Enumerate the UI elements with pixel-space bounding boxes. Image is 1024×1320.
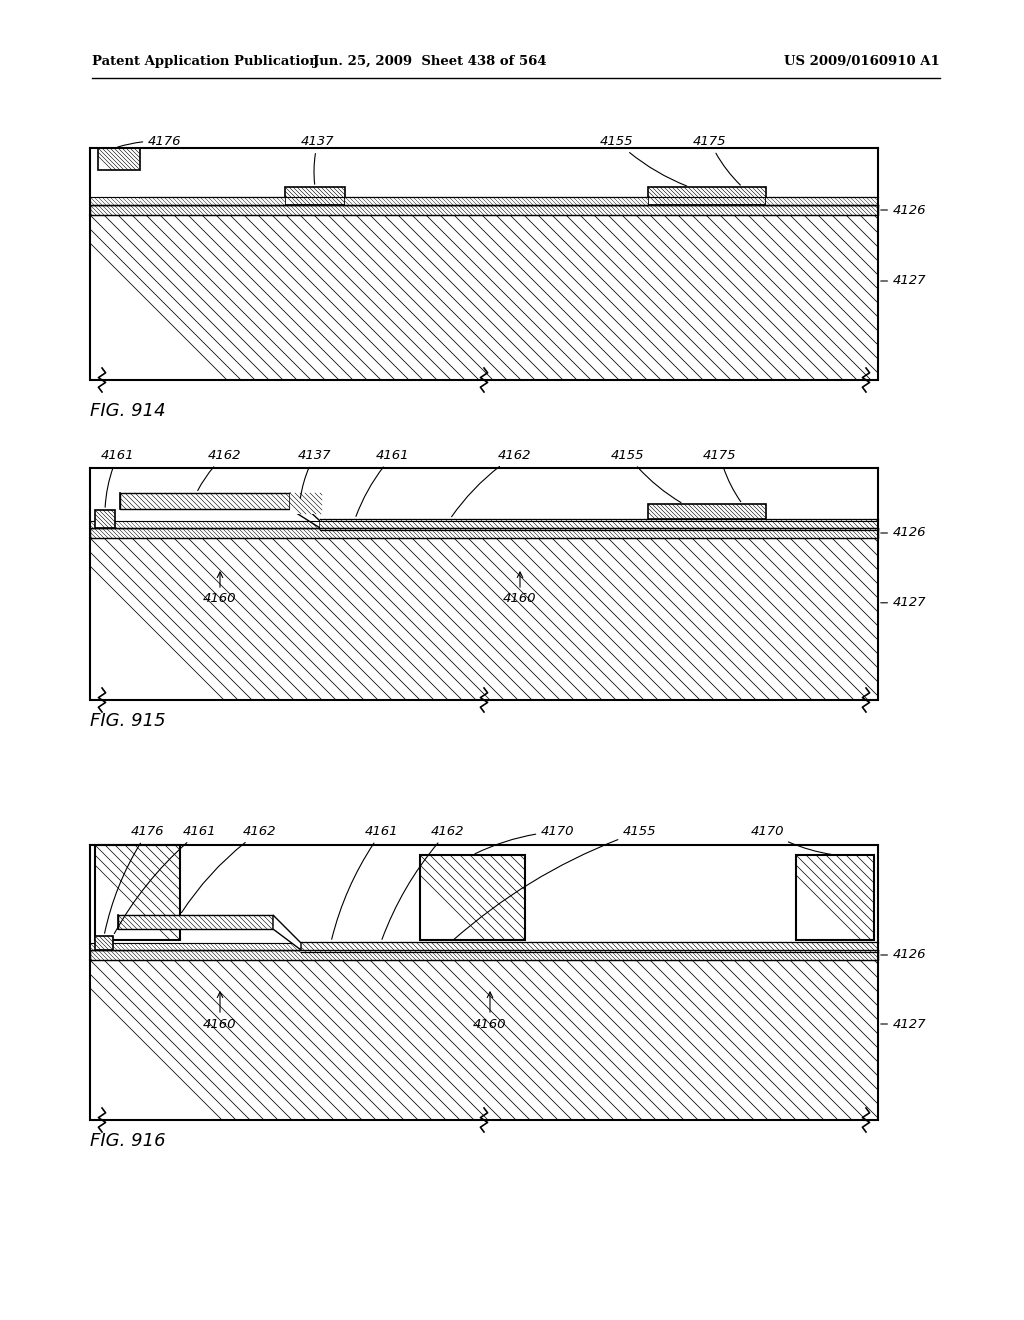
Text: 4170: 4170 bbox=[752, 825, 833, 854]
Bar bbox=[648, 187, 766, 205]
Bar bbox=[140, 197, 285, 205]
Bar bbox=[285, 187, 345, 205]
Bar bbox=[120, 492, 290, 510]
Text: 4127: 4127 bbox=[881, 275, 927, 288]
Text: FIG. 914: FIG. 914 bbox=[90, 403, 166, 420]
Bar bbox=[290, 492, 322, 513]
Text: 4137: 4137 bbox=[298, 449, 332, 498]
Text: 4162: 4162 bbox=[198, 449, 242, 491]
Bar bbox=[766, 197, 878, 205]
Bar bbox=[98, 148, 140, 170]
Bar bbox=[301, 942, 878, 952]
Text: 4126: 4126 bbox=[881, 527, 927, 540]
Bar bbox=[345, 197, 648, 205]
Bar bbox=[90, 215, 878, 380]
Bar bbox=[140, 197, 285, 205]
Bar bbox=[90, 539, 878, 700]
Text: 4162: 4162 bbox=[382, 825, 465, 940]
Bar bbox=[90, 960, 878, 1119]
Bar bbox=[648, 504, 766, 519]
Text: 4127: 4127 bbox=[881, 597, 927, 610]
Text: 4161: 4161 bbox=[115, 825, 217, 933]
Bar bbox=[95, 936, 113, 950]
Bar bbox=[95, 845, 180, 940]
Text: 4162: 4162 bbox=[452, 449, 531, 516]
Bar bbox=[90, 205, 878, 215]
Text: 4127: 4127 bbox=[881, 1018, 927, 1031]
Bar bbox=[420, 855, 525, 940]
Text: 4137: 4137 bbox=[301, 135, 335, 185]
Text: 4161: 4161 bbox=[332, 825, 398, 940]
Text: 4155: 4155 bbox=[453, 825, 656, 940]
Bar bbox=[118, 915, 273, 929]
Polygon shape bbox=[290, 492, 319, 528]
Text: 4160: 4160 bbox=[503, 591, 537, 605]
Bar bbox=[90, 521, 878, 528]
Bar bbox=[319, 519, 878, 531]
Text: 4161: 4161 bbox=[356, 449, 410, 516]
Text: 4126: 4126 bbox=[881, 203, 927, 216]
Text: 4162: 4162 bbox=[181, 825, 276, 912]
Text: 4160: 4160 bbox=[473, 1019, 507, 1031]
Text: 4176: 4176 bbox=[118, 135, 181, 148]
Bar bbox=[90, 528, 878, 539]
Text: 4155: 4155 bbox=[611, 449, 681, 503]
Polygon shape bbox=[273, 915, 301, 950]
Text: 4161: 4161 bbox=[101, 449, 135, 507]
Text: 4175: 4175 bbox=[703, 449, 740, 502]
Bar bbox=[90, 950, 878, 960]
Bar bbox=[345, 197, 648, 205]
Bar bbox=[90, 942, 878, 950]
Text: FIG. 916: FIG. 916 bbox=[90, 1133, 166, 1150]
Text: 4175: 4175 bbox=[693, 135, 740, 185]
Text: Jun. 25, 2009  Sheet 438 of 564: Jun. 25, 2009 Sheet 438 of 564 bbox=[313, 55, 547, 69]
Bar bbox=[95, 510, 115, 528]
Text: FIG. 915: FIG. 915 bbox=[90, 711, 166, 730]
Bar bbox=[766, 197, 878, 205]
Text: 4170: 4170 bbox=[475, 825, 574, 854]
Text: 4160: 4160 bbox=[203, 591, 237, 605]
Text: 4176: 4176 bbox=[104, 825, 165, 933]
Text: 4126: 4126 bbox=[881, 949, 927, 961]
Bar bbox=[796, 855, 874, 940]
Text: 4160: 4160 bbox=[203, 1019, 237, 1031]
Bar bbox=[90, 197, 878, 205]
Text: Patent Application Publication: Patent Application Publication bbox=[92, 55, 318, 69]
Text: US 2009/0160910 A1: US 2009/0160910 A1 bbox=[784, 55, 940, 69]
Text: 4155: 4155 bbox=[600, 135, 687, 186]
